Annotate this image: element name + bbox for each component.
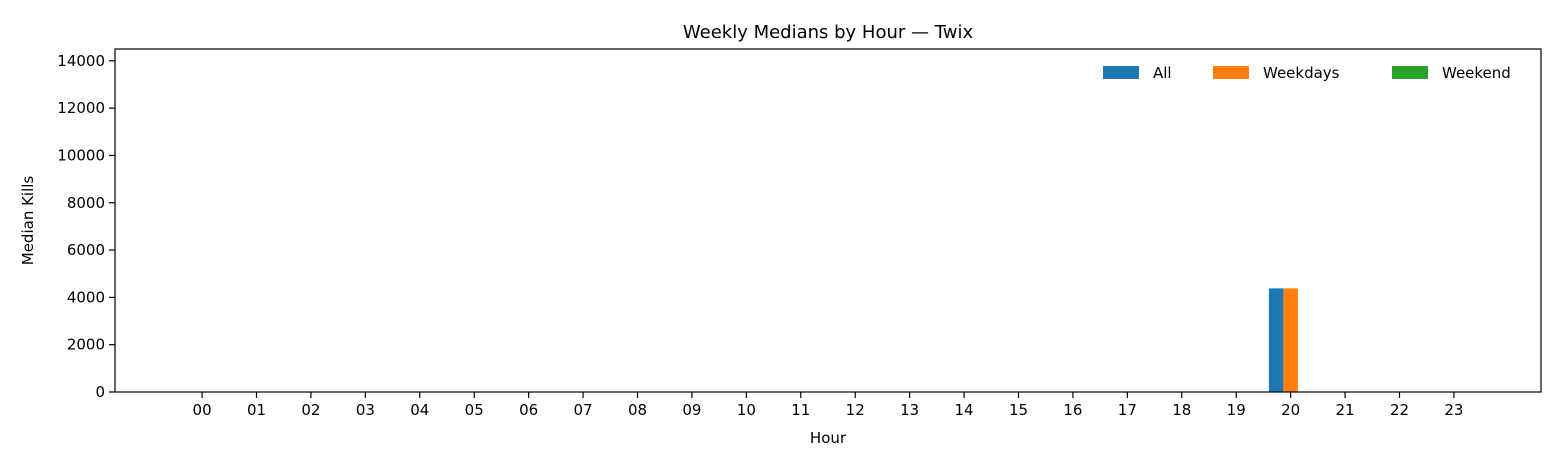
- y-tick-label: 0: [95, 383, 105, 401]
- x-tick-label: 17: [1118, 401, 1137, 419]
- x-tick-label: 03: [356, 401, 375, 419]
- x-tick-label: 23: [1444, 401, 1463, 419]
- x-tick-label: 21: [1336, 401, 1355, 419]
- y-axis-label: Median Kills: [19, 176, 37, 266]
- legend-swatch-all: [1103, 66, 1139, 79]
- legend-label-weekdays: Weekdays: [1263, 64, 1340, 82]
- x-tick-label: 15: [1009, 401, 1028, 419]
- x-tick-label: 09: [682, 401, 701, 419]
- x-tick-label: 16: [1063, 401, 1082, 419]
- x-tick-label: 04: [410, 401, 429, 419]
- y-tick-label: 6000: [67, 241, 105, 259]
- x-tick-label: 20: [1281, 401, 1300, 419]
- y-axis-ticks: 0 2000 4000 6000 8000 10000 12000 14000: [57, 52, 115, 401]
- x-tick-label: 12: [846, 401, 865, 419]
- legend-label-all: All: [1153, 64, 1172, 82]
- bars-layer: [1268, 288, 1298, 392]
- plot-frame: [114, 48, 1542, 393]
- x-tick-label: 01: [247, 401, 266, 419]
- x-tick-label: 06: [519, 401, 538, 419]
- x-tick-label: 07: [574, 401, 593, 419]
- x-tick-label: 13: [900, 401, 919, 419]
- y-tick-label: 2000: [67, 336, 105, 354]
- bar-all-20: [1268, 288, 1284, 392]
- x-tick-label: 14: [955, 401, 974, 419]
- legend: All Weekdays Weekend: [1103, 64, 1511, 82]
- x-axis-label: Hour: [810, 429, 847, 447]
- x-tick-label: 19: [1227, 401, 1246, 419]
- bar-weekdays-20: [1283, 288, 1298, 392]
- x-tick-label: 02: [301, 401, 320, 419]
- x-axis-ticks: 00 01 02 03 04 05 06 07 08 09 10 11 12 13 14 15 16 17 18 19…: [193, 392, 1463, 419]
- y-tick-label: 10000: [57, 146, 105, 164]
- x-tick-label: 22: [1390, 401, 1409, 419]
- x-tick-label: 08: [628, 401, 647, 419]
- x-tick-label: 05: [465, 401, 484, 419]
- x-tick-label: 10: [737, 401, 756, 419]
- x-tick-label: 11: [791, 401, 810, 419]
- x-tick-label: 00: [193, 401, 212, 419]
- legend-swatch-weekdays: [1213, 66, 1249, 79]
- y-tick-label: 12000: [57, 99, 105, 117]
- chart-title: Weekly Medians by Hour — Twix: [683, 22, 974, 43]
- legend-swatch-weekend: [1392, 66, 1428, 79]
- y-tick-label: 14000: [57, 52, 105, 70]
- y-tick-label: 8000: [67, 194, 105, 212]
- x-tick-label: 18: [1172, 401, 1191, 419]
- y-tick-label: 4000: [67, 288, 105, 306]
- legend-label-weekend: Weekend: [1442, 64, 1511, 82]
